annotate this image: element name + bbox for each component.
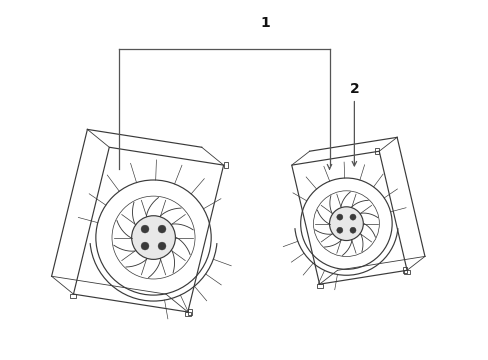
Bar <box>402 267 406 273</box>
Text: 1: 1 <box>260 16 269 30</box>
Circle shape <box>329 207 363 240</box>
Circle shape <box>336 214 342 220</box>
Circle shape <box>349 227 355 233</box>
Circle shape <box>158 225 165 233</box>
Text: 2: 2 <box>349 82 359 96</box>
Circle shape <box>141 242 149 250</box>
Bar <box>223 162 227 168</box>
Bar <box>70 294 76 298</box>
Circle shape <box>141 225 149 233</box>
Bar <box>374 148 379 154</box>
Bar <box>187 309 192 315</box>
Bar <box>316 284 322 288</box>
Circle shape <box>158 242 165 250</box>
Circle shape <box>131 216 175 260</box>
Circle shape <box>336 227 342 233</box>
Circle shape <box>349 214 355 220</box>
Bar <box>184 312 190 316</box>
Bar <box>403 270 409 274</box>
